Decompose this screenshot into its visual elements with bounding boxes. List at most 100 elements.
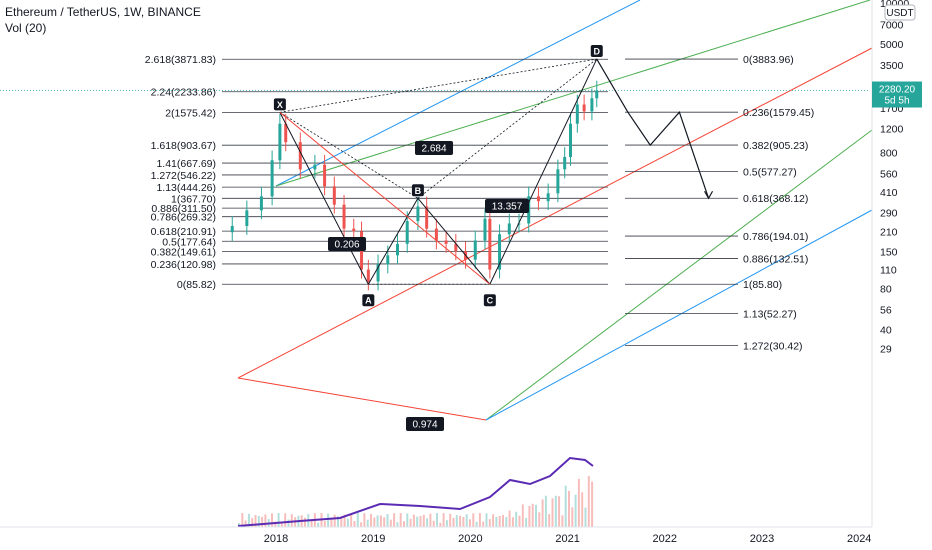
volume-bar bbox=[346, 518, 349, 527]
volume-bar bbox=[591, 481, 594, 527]
volume-bar bbox=[274, 521, 277, 527]
candlesticks bbox=[230, 80, 599, 291]
fib-left-label-7: 1(367.70) bbox=[171, 193, 216, 205]
volume-bar bbox=[379, 515, 382, 527]
fib-left-label-13: 0.236(120.98) bbox=[151, 259, 216, 271]
volume-bar bbox=[284, 513, 287, 527]
candle-body bbox=[416, 206, 420, 222]
volume-bar bbox=[492, 514, 495, 527]
volume-bar bbox=[432, 520, 435, 527]
candle-body bbox=[298, 142, 302, 170]
pattern-point-C-label: C bbox=[487, 296, 494, 306]
volume-bar bbox=[455, 515, 458, 527]
time-tick-label: 2022 bbox=[653, 533, 677, 545]
price-tick-label: 560 bbox=[880, 168, 898, 180]
volume-bar bbox=[340, 516, 343, 527]
candle-body bbox=[498, 234, 502, 270]
channel-line-3 bbox=[485, 129, 873, 421]
pattern-point-A-label: A bbox=[365, 296, 372, 306]
ratio-label-3: 0.974 bbox=[412, 420, 437, 431]
volume-bar bbox=[247, 513, 250, 527]
last-price-value: 2280.20 bbox=[879, 85, 916, 96]
volume-bar bbox=[462, 517, 465, 527]
volume-bar bbox=[472, 513, 475, 527]
volume-bar bbox=[271, 513, 273, 527]
volume-bar bbox=[544, 495, 547, 527]
candle-body bbox=[386, 255, 390, 265]
volume-bar bbox=[412, 514, 415, 527]
candle-body bbox=[507, 223, 511, 235]
volume-bar bbox=[317, 522, 320, 527]
pattern-point-C-badge bbox=[483, 294, 496, 307]
volume-bar bbox=[287, 519, 290, 527]
candle-body bbox=[488, 218, 492, 270]
time-axis[interactable]: 2018 2019 2020 2021 2022 2023 2024 bbox=[0, 526, 872, 545]
pattern-point-D-label: D bbox=[594, 47, 601, 57]
pattern-point-D-badge bbox=[590, 45, 603, 58]
pattern-ratio-line-XD bbox=[279, 58, 597, 113]
volume-bar bbox=[330, 518, 333, 527]
volume-bar bbox=[406, 513, 409, 527]
volume-ma-line bbox=[237, 456, 594, 527]
candle-body bbox=[323, 164, 327, 187]
volume-bar bbox=[386, 514, 389, 527]
volume-bar bbox=[251, 518, 254, 527]
volume-bar bbox=[511, 517, 514, 527]
volume-bar bbox=[528, 505, 531, 527]
volume-bar bbox=[416, 516, 419, 527]
candle-body bbox=[536, 196, 540, 202]
pattern-leg-CD bbox=[489, 58, 598, 285]
volume-indicator-label: Vol (20) bbox=[5, 21, 47, 35]
volume-bar bbox=[333, 514, 336, 527]
fib-left-label-14: 0(85.82) bbox=[177, 279, 216, 291]
volume-bar bbox=[241, 513, 244, 527]
symbol-title: Ethereum / TetherUS, 1W, BINANCE bbox=[5, 5, 201, 19]
ratio-badge-3 bbox=[406, 417, 444, 431]
candle-body bbox=[595, 90, 599, 99]
candle-body bbox=[444, 240, 448, 244]
volume-bar bbox=[373, 517, 376, 527]
ratio-badge-2 bbox=[485, 199, 529, 213]
volume-bar bbox=[548, 513, 551, 527]
volume-bar bbox=[409, 518, 412, 527]
fib-right-label-6: 0.886(132.51) bbox=[743, 254, 808, 266]
price-axis[interactable]: 1000070005000350025001700120080056041029… bbox=[871, 0, 909, 527]
ratio-badge-0 bbox=[415, 141, 453, 155]
time-tick-label: 2024 bbox=[847, 533, 871, 545]
volume-bar bbox=[564, 485, 567, 527]
volume-bar bbox=[525, 517, 528, 527]
candle-body bbox=[590, 98, 594, 112]
price-tick-label: 5000 bbox=[880, 39, 904, 51]
candle-body bbox=[454, 243, 458, 252]
price-tick-label: 40 bbox=[880, 324, 892, 336]
candle-body bbox=[405, 221, 409, 244]
candle-body bbox=[483, 218, 487, 241]
candle-body bbox=[556, 169, 560, 194]
time-tick-label: 2019 bbox=[361, 533, 385, 545]
volume-bar bbox=[257, 516, 260, 527]
volume-bar bbox=[574, 494, 577, 527]
volume-bar bbox=[452, 517, 455, 527]
pattern-leg-AB bbox=[367, 198, 419, 285]
fib-right-label-1: 0.236(1579.45) bbox=[743, 107, 814, 119]
pattern-leg-BC bbox=[417, 197, 491, 285]
volume-bar bbox=[508, 510, 511, 527]
volume-bar bbox=[277, 513, 280, 527]
projection-arrow-icon bbox=[704, 190, 714, 200]
channel-line-5 bbox=[237, 377, 487, 421]
channel-line-4 bbox=[485, 209, 873, 421]
volume-bar bbox=[389, 519, 392, 527]
volume-bar bbox=[587, 475, 590, 527]
price-tick-label: 1200 bbox=[880, 123, 904, 135]
harmonic-pattern: X A B C D 2.684 0.206 13.357 0.974 bbox=[273, 45, 714, 431]
price-tick-label: 210 bbox=[880, 226, 898, 238]
volume-bar bbox=[465, 514, 468, 527]
volume-bar bbox=[482, 521, 485, 527]
volume-bar bbox=[518, 515, 521, 527]
pattern-point-X-badge bbox=[273, 98, 286, 111]
volume-bar bbox=[426, 518, 429, 527]
volume-bar bbox=[396, 522, 399, 527]
fib-right-label-8: 1.13(52.27) bbox=[743, 309, 797, 321]
